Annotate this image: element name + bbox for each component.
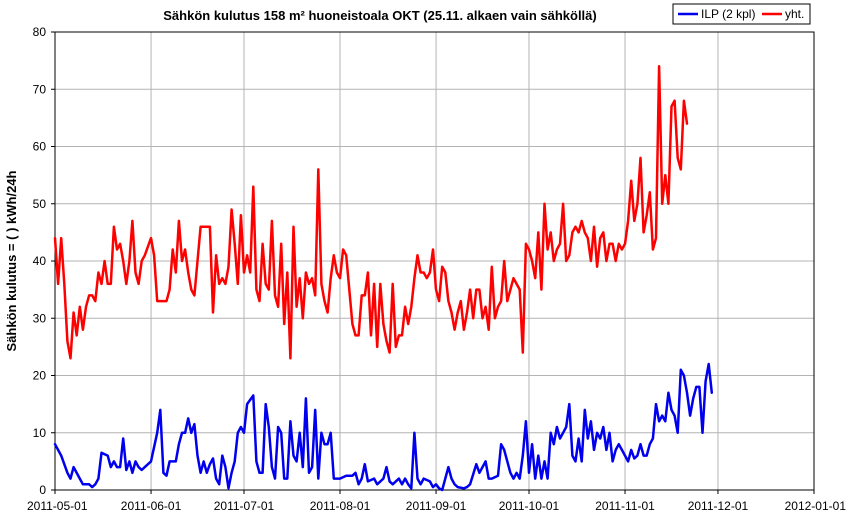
series-line-yht [53, 65, 689, 360]
y-tick-label: 80 [33, 25, 47, 39]
y-tick-label: 60 [33, 140, 47, 154]
y-tick-label: 20 [33, 369, 47, 383]
x-tick-label: 2012-01-01 [785, 499, 847, 513]
legend: ILP (2 kpl) yht. [672, 3, 811, 25]
y-tick-label: 30 [33, 311, 47, 325]
x-axis: 2011-05-01 2011-06-01 2011-07-01 2011-08-01… [27, 490, 846, 513]
x-tick-label: 2011-11-01 [595, 499, 655, 513]
y-axis: 0 10 20 30 40 50 60 70 80 [33, 25, 55, 497]
series-line-ilp [53, 362, 714, 492]
y-tick-label: 50 [33, 197, 47, 211]
legend-label-ilp: ILP (2 kpl) [701, 7, 755, 21]
x-tick-label: 2011-10-01 [499, 499, 560, 513]
y-tick-label: 10 [33, 426, 47, 440]
y-tick-label: 0 [39, 483, 46, 497]
legend-box [672, 3, 811, 25]
x-tick-label: 2011-12-01 [688, 499, 749, 513]
chart-title: Sähkön kulutus 158 m² huoneistoala OKT (… [163, 8, 596, 23]
y-axis-label: Sähkön kulutus = ( ) kWh/24h [4, 170, 19, 351]
x-tick-label: 2011-05-01 [27, 499, 88, 513]
legend-label-yht: yht. [785, 7, 804, 21]
y-tick-label: 40 [33, 254, 47, 268]
series-layer [53, 65, 714, 492]
x-tick-label: 2011-07-01 [214, 499, 275, 513]
x-tick-label: 2011-06-01 [121, 499, 182, 513]
y-tick-label: 70 [33, 82, 47, 96]
x-tick-label: 2011-08-01 [310, 499, 371, 513]
x-tick-label: 2011-09-01 [406, 499, 467, 513]
